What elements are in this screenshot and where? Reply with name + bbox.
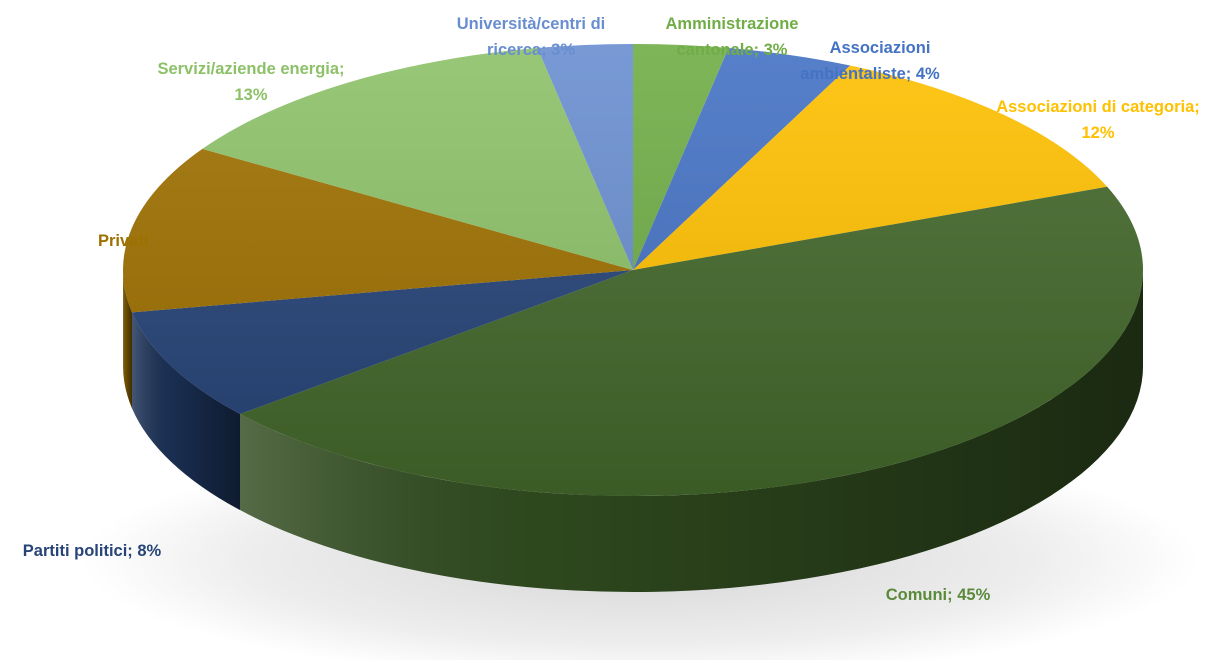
pie-top-sheen	[123, 44, 1143, 496]
data-label-universita-centri-di-ricerca: Università/centri di ricerca; 3%	[457, 15, 606, 59]
pie-side-shade-comuni	[240, 270, 1143, 593]
pie-slices	[123, 44, 1144, 497]
data-label-partiti-politici: Partiti politici; 8%	[23, 542, 162, 560]
pie-side-shade-partiti-politici	[132, 312, 241, 511]
pie-sides	[123, 270, 1143, 593]
data-label-associazioni-di-categoria: Associazioni di categoria; 12%	[996, 98, 1200, 142]
pie-labels: Amministrazione cantonale; 3% Associazioni…	[23, 15, 1200, 604]
data-label-privati: Privati	[98, 232, 148, 250]
data-label-comuni: Comuni; 45%	[886, 586, 991, 604]
data-label-associazioni-ambientaliste: Associazioni ambientaliste; 4%	[800, 39, 940, 83]
data-label-amministrazione-cantonale: Amministrazione cantonale; 3%	[666, 15, 799, 59]
data-label-servizi-aziende-energia: Servizi/aziende energia; 13%	[157, 60, 344, 104]
pie-side-shade-privati	[123, 270, 133, 409]
